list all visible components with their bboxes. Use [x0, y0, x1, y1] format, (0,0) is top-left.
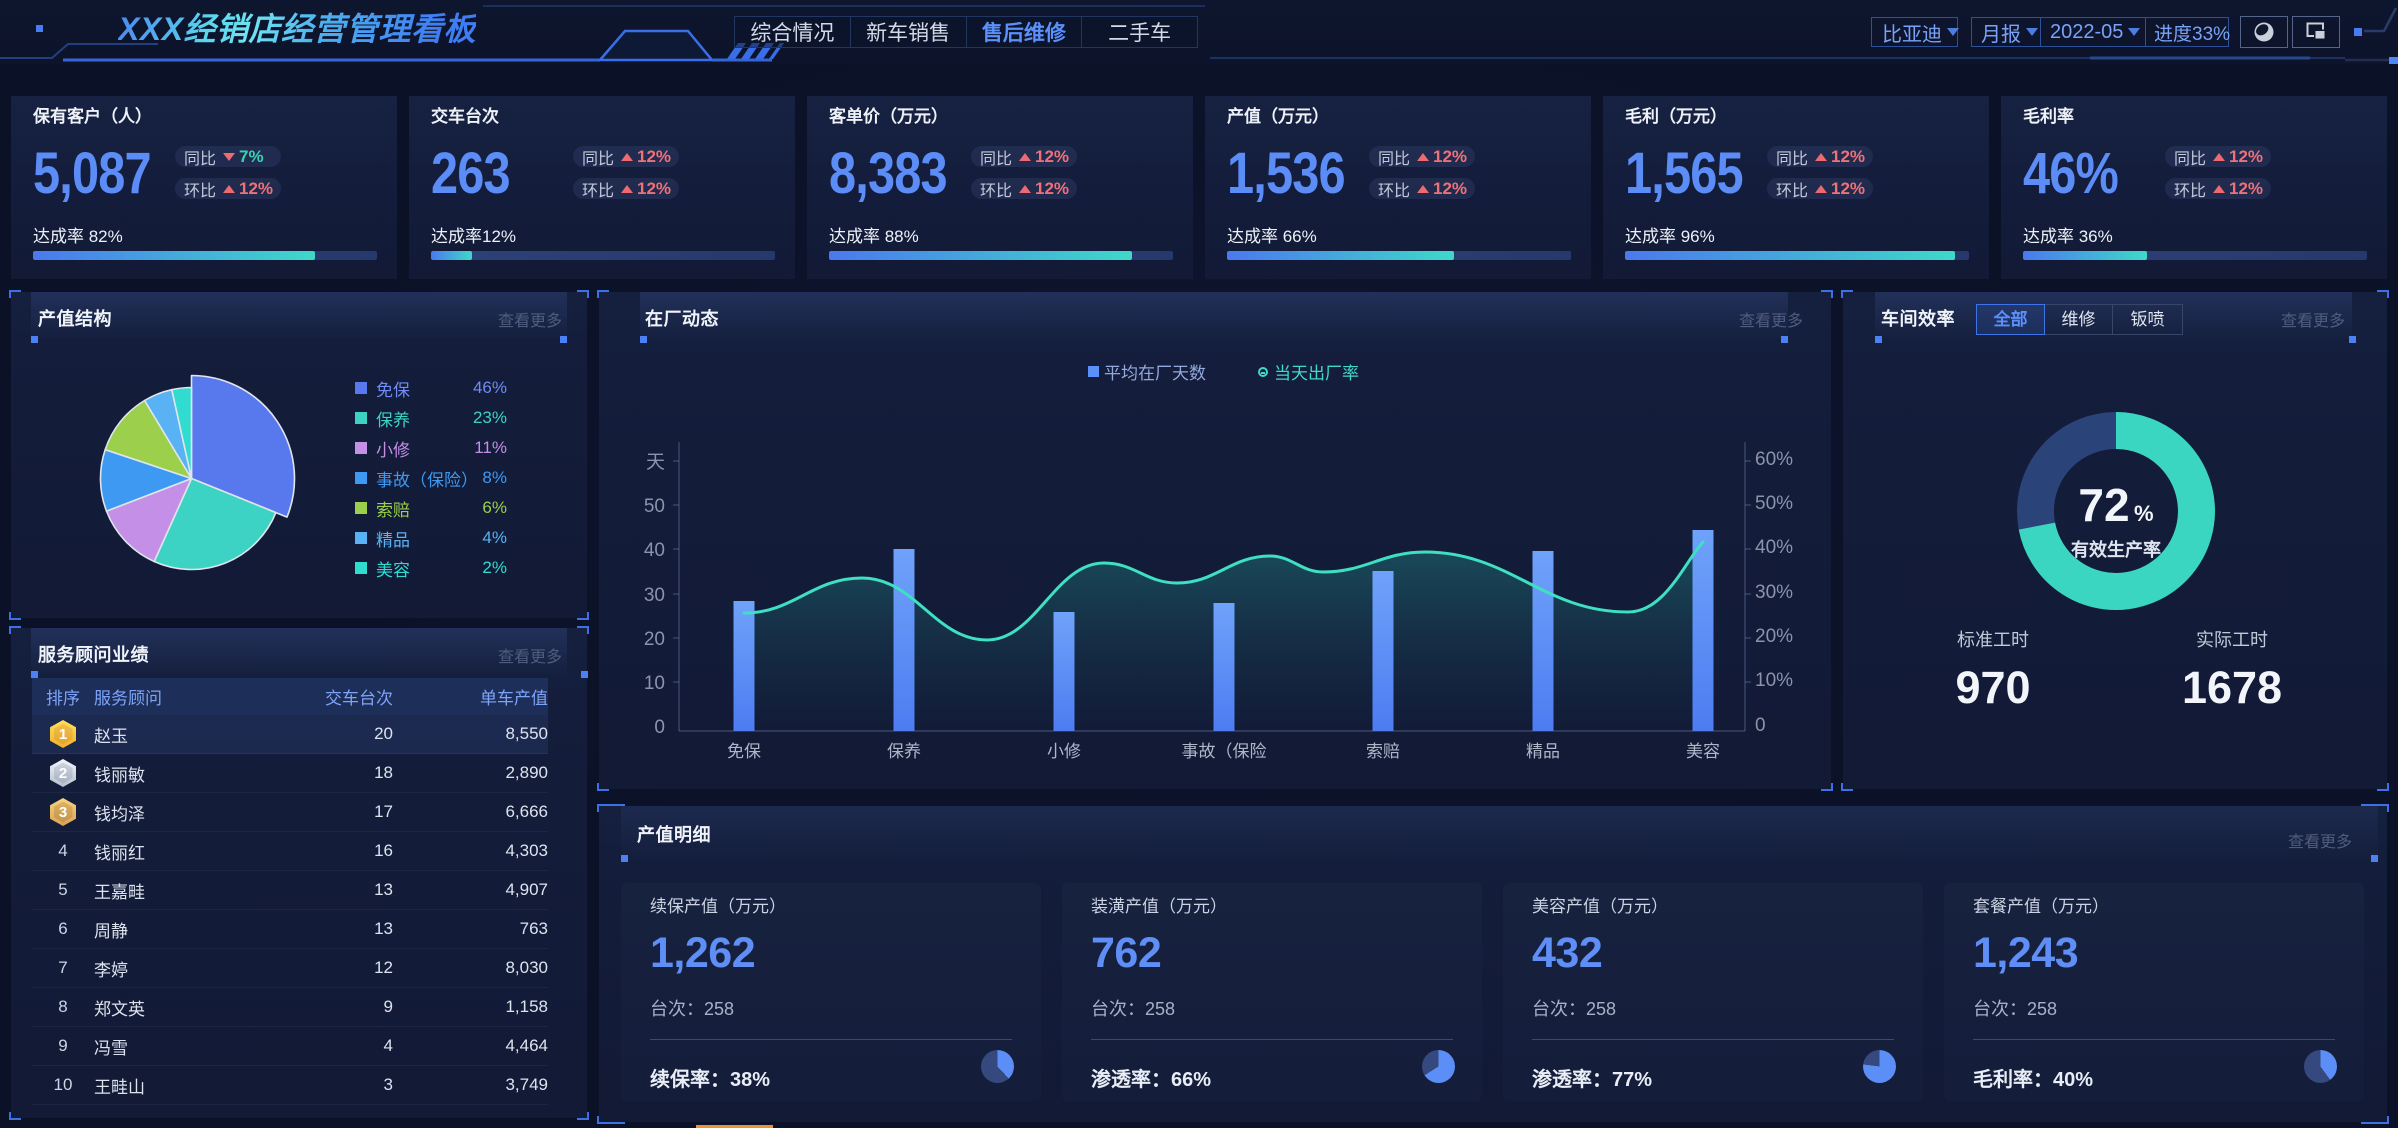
svg-text:保养: 保养 — [887, 742, 921, 761]
svg-text:索赔: 索赔 — [1366, 742, 1400, 761]
svg-text:小修: 小修 — [1047, 742, 1081, 761]
svg-text:40: 40 — [644, 540, 665, 561]
svg-text:30: 30 — [644, 585, 665, 606]
svg-text:10%: 10% — [1755, 670, 1793, 691]
svg-text:40%: 40% — [1755, 537, 1793, 558]
svg-text:30%: 30% — [1755, 582, 1793, 603]
svg-text:天: 天 — [646, 452, 665, 473]
svg-text:10: 10 — [644, 673, 665, 694]
svg-text:50%: 50% — [1755, 493, 1793, 514]
svg-text:60%: 60% — [1755, 449, 1793, 470]
svg-text:美容: 美容 — [1686, 742, 1720, 761]
svg-text:20%: 20% — [1755, 626, 1793, 647]
svg-text:20: 20 — [644, 629, 665, 650]
svg-text:50: 50 — [644, 496, 665, 517]
svg-text:0: 0 — [654, 717, 665, 738]
svg-text:精品: 精品 — [1526, 742, 1560, 761]
svg-text:免保: 免保 — [727, 742, 761, 761]
svg-text:事故（保险: 事故（保险 — [1182, 742, 1267, 761]
svg-text:0: 0 — [1755, 715, 1766, 736]
